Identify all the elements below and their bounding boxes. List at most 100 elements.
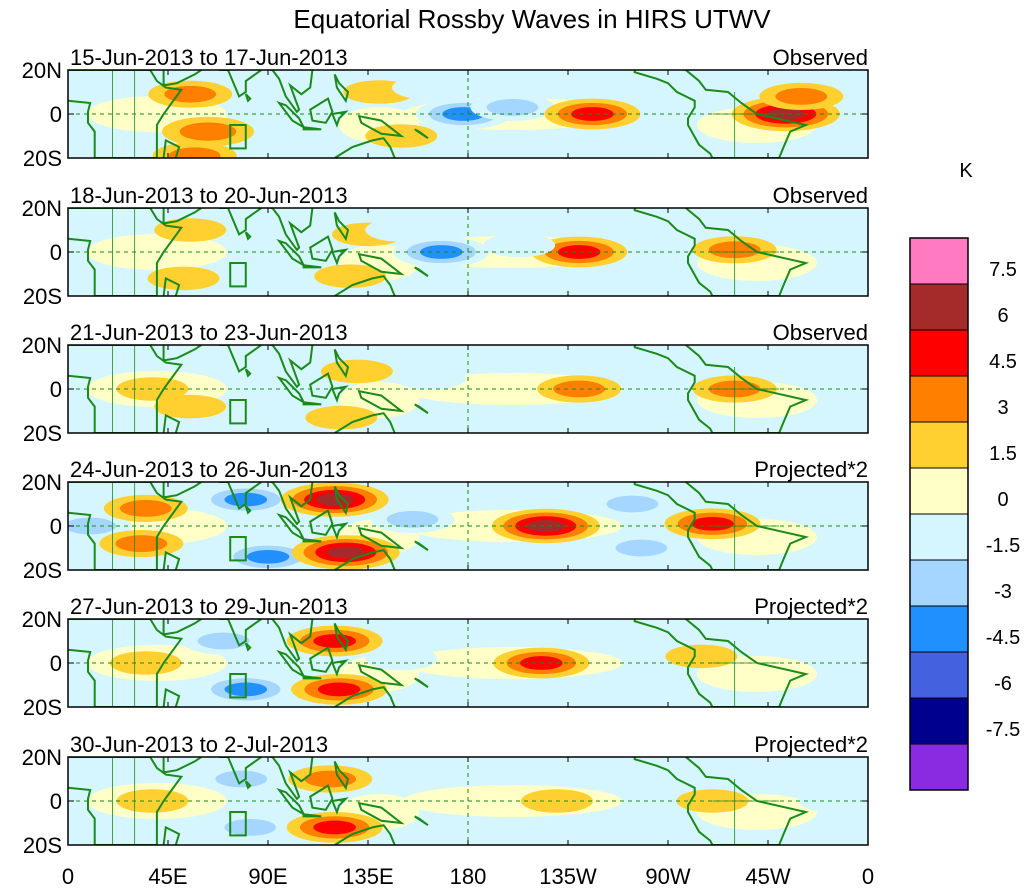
x-tick-label: 90W	[645, 864, 690, 889]
panel-2: 20N 0 20S 18-Jun-2013 to 20-Jun-2013 Observe…	[22, 183, 869, 309]
x-tick-label: 135W	[539, 864, 597, 889]
y-tick-label: 20S	[23, 284, 62, 309]
island-outline	[414, 266, 429, 278]
contour-feature	[154, 394, 227, 419]
contour-feature	[99, 530, 184, 558]
contour-feature	[288, 765, 373, 793]
contour-feature	[531, 236, 628, 268]
y-tick-label: 20S	[23, 421, 62, 446]
island-outline	[302, 264, 322, 269]
contour-level	[314, 264, 387, 289]
contour-feature	[544, 98, 641, 130]
coastline	[68, 70, 184, 158]
coastline	[219, 208, 262, 236]
island-outline	[330, 522, 349, 540]
contour-feature	[759, 82, 844, 110]
island-outline	[309, 97, 334, 124]
contour-feature	[286, 812, 383, 843]
island-outline	[330, 248, 349, 266]
panel-1: 20N 0 20S 15-Jun-2013 to 17-Jun-2013 Observe…	[22, 45, 869, 171]
contour-feature	[208, 813, 293, 842]
colorbar-tick-label: 1.5	[989, 443, 1017, 465]
panel-period-label: 30-Jun-2013 to 2-Jul-2013	[70, 732, 328, 757]
coastline	[68, 208, 184, 296]
island-outline	[162, 138, 181, 158]
contour-feature	[392, 75, 464, 100]
panel-period-label: 18-Jun-2013 to 20-Jun-2013	[70, 183, 348, 208]
colorbar-bin	[909, 743, 969, 791]
y-tick-label: 0	[50, 789, 62, 814]
coastline	[633, 70, 810, 158]
colorbar-tick-label: -3	[994, 581, 1012, 603]
island-outline	[302, 538, 322, 543]
contour-feature	[199, 765, 284, 793]
x-tick-label: 0	[62, 864, 74, 889]
contour-feature	[147, 266, 220, 291]
contour-level	[615, 539, 668, 557]
contour-level	[605, 359, 678, 384]
island-outline	[302, 126, 322, 131]
colorbar-tick-label: -6	[994, 673, 1012, 695]
contour-level	[486, 99, 539, 116]
colorbar-bin	[909, 237, 969, 285]
coastline	[68, 345, 184, 433]
contour-feature	[491, 508, 600, 544]
contour-level	[798, 789, 868, 813]
colorbar-tick-label: -4.5	[986, 627, 1020, 649]
contour-feature	[220, 541, 316, 570]
reference-box	[229, 673, 247, 699]
contour-feature	[280, 482, 389, 517]
colorbar-bin	[909, 651, 969, 699]
colorbar-tick-label: 3	[997, 397, 1008, 419]
coastline	[270, 482, 314, 526]
contour-feature	[664, 508, 761, 540]
contour-feature	[291, 535, 400, 570]
contour-level	[154, 218, 227, 242]
contour-level	[315, 493, 354, 506]
contour-feature	[590, 490, 675, 518]
panel-3: 20N 0 20S 21-Jun-2013 to 23-Jun-2013 Observe…	[22, 320, 869, 446]
island-outline	[244, 642, 252, 652]
coastline	[219, 482, 262, 510]
contour-feature	[152, 142, 237, 158]
coastline	[633, 757, 810, 845]
x-tick-label: 180	[450, 864, 487, 889]
panel-period-label: 15-Jun-2013 to 17-Jun-2013	[70, 45, 348, 70]
coastline	[162, 70, 202, 87]
island-outline	[330, 110, 349, 128]
island-outline	[357, 663, 405, 687]
contour-level	[320, 359, 393, 384]
island-outline	[276, 650, 307, 679]
island-outline	[276, 513, 307, 542]
panel-kind-label: Observed	[773, 45, 868, 70]
y-tick-label: 20S	[23, 146, 62, 171]
island-outline	[162, 687, 181, 707]
island-outline	[162, 413, 181, 433]
x-axis: 0 45E 90E 135E 180 135W 90W 45W 0	[62, 864, 874, 889]
contour-level	[154, 394, 227, 419]
contour-level	[317, 682, 361, 697]
y-tick-label: 20N	[22, 745, 62, 770]
coastline	[68, 482, 184, 570]
contour-feature	[393, 236, 490, 268]
contour-level	[246, 549, 290, 564]
coastline	[334, 686, 396, 707]
colorbar-bin	[909, 559, 969, 607]
colorbar-tick-label: 0	[997, 489, 1008, 511]
x-tick-label: 135E	[342, 864, 393, 889]
colorbar-bin	[909, 421, 969, 469]
island-outline	[276, 376, 307, 405]
y-tick-label: 0	[50, 651, 62, 676]
island-outline	[357, 801, 405, 825]
colorbar-tick-label: 7.5	[989, 259, 1017, 281]
x-tick-label: 0	[862, 864, 874, 889]
island-outline	[302, 813, 322, 818]
panel-period-label: 24-Jun-2013 to 26-Jun-2013	[70, 457, 348, 482]
contour-level	[119, 500, 172, 517]
coastline	[334, 412, 396, 433]
contour-feature	[798, 789, 868, 813]
coastline	[633, 345, 810, 433]
background-field	[696, 656, 817, 692]
y-tick-label: 20N	[22, 333, 62, 358]
